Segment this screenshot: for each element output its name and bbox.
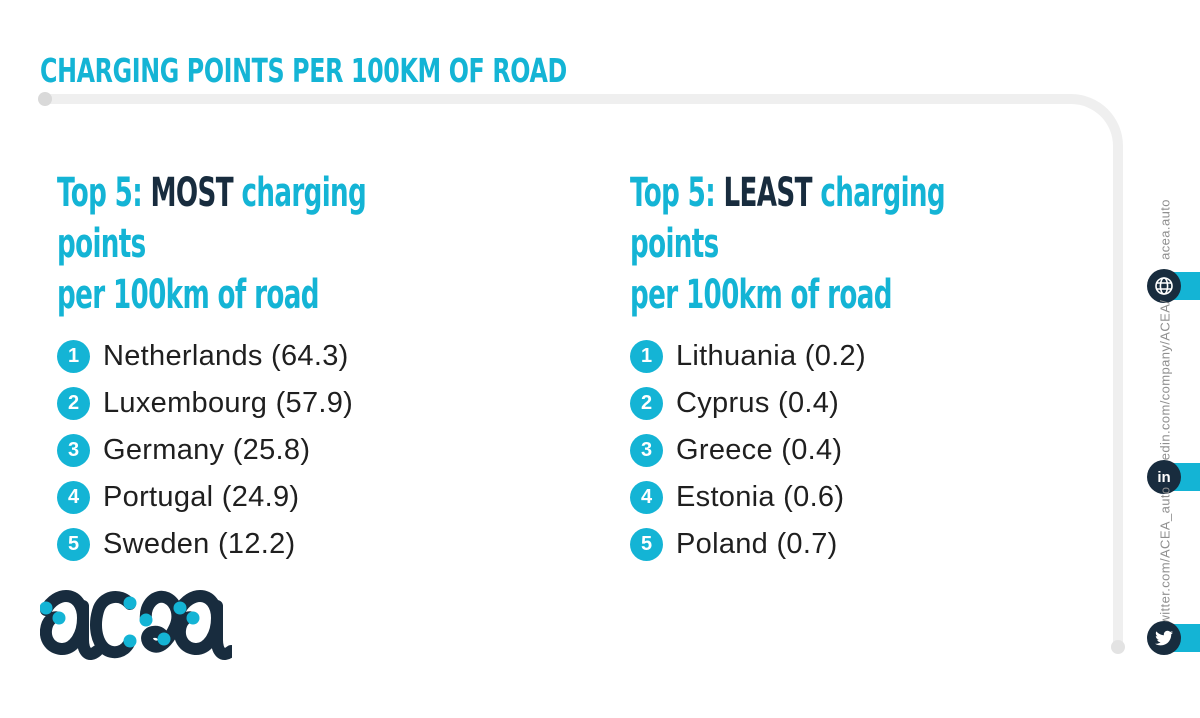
rank-badge: 2 xyxy=(630,387,663,420)
ranked-list-most: 1 Netherlands (64.3) 2 Luxembourg (57.9)… xyxy=(57,333,617,568)
list-item: 2 Cyprus (0.4) xyxy=(630,380,1190,427)
frame-line xyxy=(45,94,1123,652)
infographic-page: CHARGING POINTS PER 100KM OF ROAD Top 5:… xyxy=(0,51,1200,703)
globe-icon xyxy=(1147,269,1181,303)
list-item: 5 Sweden (12.2) xyxy=(57,521,617,568)
frame-line-start-dot xyxy=(38,92,52,106)
country-value-label: Greece (0.4) xyxy=(676,434,843,466)
rank-badge: 3 xyxy=(630,434,663,467)
list-item: 2 Luxembourg (57.9) xyxy=(57,380,617,427)
country-value-label: Sweden (12.2) xyxy=(103,528,296,560)
heading-lead: Top 5: xyxy=(57,170,151,216)
page-title: CHARGING POINTS PER 100KM OF ROAD xyxy=(40,51,567,90)
country-value-label: Portugal (24.9) xyxy=(103,481,300,513)
column-most: Top 5: MOST charging points per 100km of … xyxy=(57,168,617,568)
country-value-label: Estonia (0.6) xyxy=(676,481,845,513)
frame-line-end-dot xyxy=(1111,640,1125,654)
rank-badge: 2 xyxy=(57,387,90,420)
country-value-label: Luxembourg (57.9) xyxy=(103,387,354,419)
rank-badge: 5 xyxy=(57,528,90,561)
list-item: 5 Poland (0.7) xyxy=(630,521,1190,568)
acea-logo-graphic xyxy=(40,590,232,664)
country-value-label: Poland (0.7) xyxy=(676,528,838,560)
rank-badge: 1 xyxy=(630,340,663,373)
list-item: 1 Netherlands (64.3) xyxy=(57,333,617,380)
heading-emphasis: LEAST xyxy=(723,170,813,216)
list-item: 4 Portugal (24.9) xyxy=(57,474,617,521)
list-item: 3 Greece (0.4) xyxy=(630,427,1190,474)
country-value-label: Lithuania (0.2) xyxy=(676,340,866,372)
acea-logo: acea xyxy=(40,590,232,664)
heading-tail: charging points xyxy=(57,170,375,267)
rank-badge: 5 xyxy=(630,528,663,561)
country-value-label: Cyprus (0.4) xyxy=(676,387,840,419)
rank-badge: 4 xyxy=(57,481,90,514)
column-most-heading: Top 5: MOST charging points per 100km of … xyxy=(57,168,424,321)
twitter-icon xyxy=(1147,621,1181,655)
column-least: Top 5: LEAST charging points per 100km of… xyxy=(630,168,1190,568)
country-value-label: Netherlands (64.3) xyxy=(103,340,349,372)
rank-badge: 3 xyxy=(57,434,90,467)
country-value-label: Germany (25.8) xyxy=(103,434,311,466)
list-item: 4 Estonia (0.6) xyxy=(630,474,1190,521)
column-least-heading: Top 5: LEAST charging points per 100km of… xyxy=(630,168,997,321)
rank-badge: 1 xyxy=(57,340,90,373)
heading-line2: per 100km of road xyxy=(630,272,893,318)
linkedin-icon: in xyxy=(1147,460,1181,494)
list-item: 3 Germany (25.8) xyxy=(57,427,617,474)
linkedin-glyph: in xyxy=(1157,468,1171,486)
list-item: 1 Lithuania (0.2) xyxy=(630,333,1190,380)
heading-emphasis: MOST xyxy=(150,170,234,216)
ranked-list-least: 1 Lithuania (0.2) 2 Cyprus (0.4) 3 Greec… xyxy=(630,333,1190,568)
heading-line2: per 100km of road xyxy=(57,272,320,318)
twitter-url-label: twitter.com/ACEA_auto xyxy=(1157,486,1173,629)
rank-badge: 4 xyxy=(630,481,663,514)
heading-tail: charging points xyxy=(630,170,954,267)
heading-lead: Top 5: xyxy=(630,170,724,216)
